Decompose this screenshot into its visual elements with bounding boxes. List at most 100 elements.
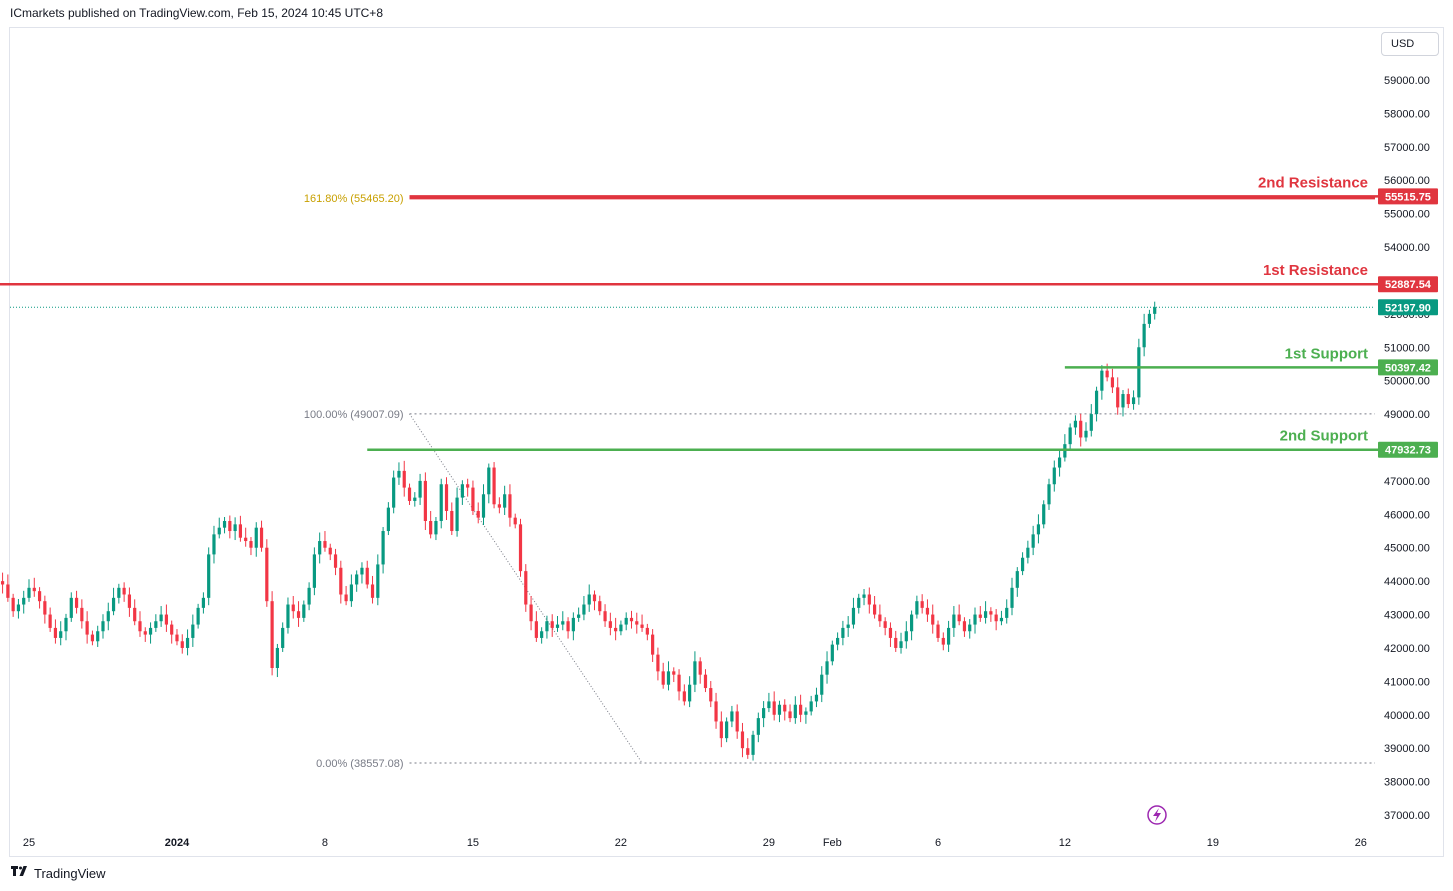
y-tick-label: 45000.00 bbox=[1384, 543, 1430, 555]
candle-body bbox=[323, 541, 327, 548]
candle-body bbox=[365, 567, 369, 585]
candle-body bbox=[645, 627, 649, 635]
y-tick-label: 51000.00 bbox=[1384, 342, 1430, 354]
candle-body bbox=[48, 614, 52, 628]
candle-body bbox=[809, 701, 813, 712]
candle-body bbox=[883, 621, 887, 628]
candle-body bbox=[1105, 370, 1109, 378]
lightning-icon[interactable] bbox=[1147, 805, 1167, 825]
candle-body bbox=[920, 601, 924, 608]
candle-body bbox=[540, 631, 544, 638]
candle-body bbox=[259, 527, 264, 548]
fib-level-label: 161.80% (55465.20) bbox=[304, 193, 404, 205]
candle-body bbox=[571, 617, 575, 632]
candle-body bbox=[656, 654, 660, 672]
candle-body bbox=[122, 587, 126, 595]
candle-body bbox=[1084, 430, 1088, 438]
candle-body bbox=[249, 541, 253, 548]
candle-body bbox=[413, 497, 417, 501]
fib-trend-line bbox=[409, 413, 643, 764]
candle-body bbox=[281, 627, 285, 648]
x-tick-label: Feb bbox=[823, 837, 842, 849]
candle-body bbox=[1079, 420, 1083, 438]
candle-body bbox=[651, 634, 655, 655]
candle-body bbox=[862, 594, 866, 598]
candle-body bbox=[677, 674, 681, 692]
candle-body bbox=[772, 701, 776, 715]
candle-body bbox=[909, 614, 914, 632]
candle-body bbox=[43, 601, 47, 615]
candle-body bbox=[302, 604, 306, 618]
footer-brand[interactable]: TradingView bbox=[10, 864, 106, 882]
candle-body bbox=[518, 524, 523, 572]
candle-body bbox=[228, 521, 232, 532]
candle-body bbox=[0, 581, 5, 585]
level-price-tag bbox=[1378, 276, 1438, 293]
candle-body bbox=[624, 617, 628, 625]
candle-body bbox=[307, 587, 311, 605]
candle-body bbox=[444, 484, 449, 511]
candle-body bbox=[69, 597, 73, 618]
candle-body bbox=[719, 721, 723, 739]
candle-body bbox=[370, 584, 375, 598]
candle-body bbox=[265, 547, 269, 602]
candle-body bbox=[180, 641, 184, 648]
candle-body bbox=[688, 684, 692, 702]
candle-body bbox=[476, 510, 480, 518]
candle-body bbox=[931, 614, 935, 625]
candle-body bbox=[941, 637, 945, 645]
y-tick-label: 43000.00 bbox=[1384, 610, 1430, 622]
x-tick-label: 22 bbox=[615, 837, 627, 849]
candle-body bbox=[381, 531, 385, 565]
candle-body bbox=[730, 711, 734, 722]
candle-body bbox=[460, 484, 464, 498]
candle-body bbox=[1057, 457, 1062, 468]
level-label: 2nd Support bbox=[1280, 428, 1368, 445]
currency-selector-button[interactable]: USD bbox=[1381, 32, 1439, 56]
candle-body bbox=[836, 637, 840, 645]
candle-body bbox=[355, 574, 359, 585]
candle-body bbox=[312, 554, 316, 588]
candle-body bbox=[957, 614, 961, 622]
candle-body bbox=[1116, 387, 1120, 408]
candle-body bbox=[1015, 571, 1019, 588]
candle-body bbox=[254, 527, 258, 548]
candle-body bbox=[894, 637, 898, 648]
candle-body bbox=[90, 634, 95, 642]
level-price-tag bbox=[1378, 441, 1438, 458]
candle-body bbox=[751, 734, 755, 755]
candle-body bbox=[154, 621, 158, 628]
candle-body bbox=[1073, 420, 1078, 428]
candle-body bbox=[111, 597, 116, 612]
candle-body bbox=[1068, 427, 1072, 445]
candle-body bbox=[1089, 414, 1093, 431]
candle-body bbox=[783, 704, 787, 712]
candle-body bbox=[608, 621, 612, 628]
candle-body bbox=[793, 704, 797, 719]
candle-body bbox=[32, 587, 36, 592]
candle-body bbox=[619, 624, 623, 632]
x-tick-label: 12 bbox=[1059, 837, 1071, 849]
candle-body bbox=[661, 671, 665, 685]
y-tick-label: 54000.00 bbox=[1384, 242, 1430, 254]
candle-body bbox=[1020, 557, 1025, 572]
candle-body bbox=[703, 674, 708, 689]
candle-body bbox=[1153, 307, 1157, 314]
candle-body bbox=[851, 607, 856, 625]
candle-body bbox=[878, 614, 882, 622]
candle-body bbox=[53, 627, 58, 638]
candle-body bbox=[392, 477, 396, 508]
candle-body bbox=[550, 621, 554, 628]
candle-body bbox=[725, 721, 729, 739]
candle-body bbox=[1126, 394, 1130, 405]
level-price-tag bbox=[1378, 188, 1438, 205]
candle-body bbox=[471, 487, 475, 511]
candle-body bbox=[233, 524, 237, 532]
candle-body bbox=[143, 631, 147, 635]
candle-body bbox=[978, 614, 982, 618]
x-tick-label: 6 bbox=[935, 837, 941, 849]
x-tick-label: 2024 bbox=[165, 837, 190, 849]
candle-body bbox=[873, 604, 877, 615]
candle-body bbox=[434, 521, 438, 535]
